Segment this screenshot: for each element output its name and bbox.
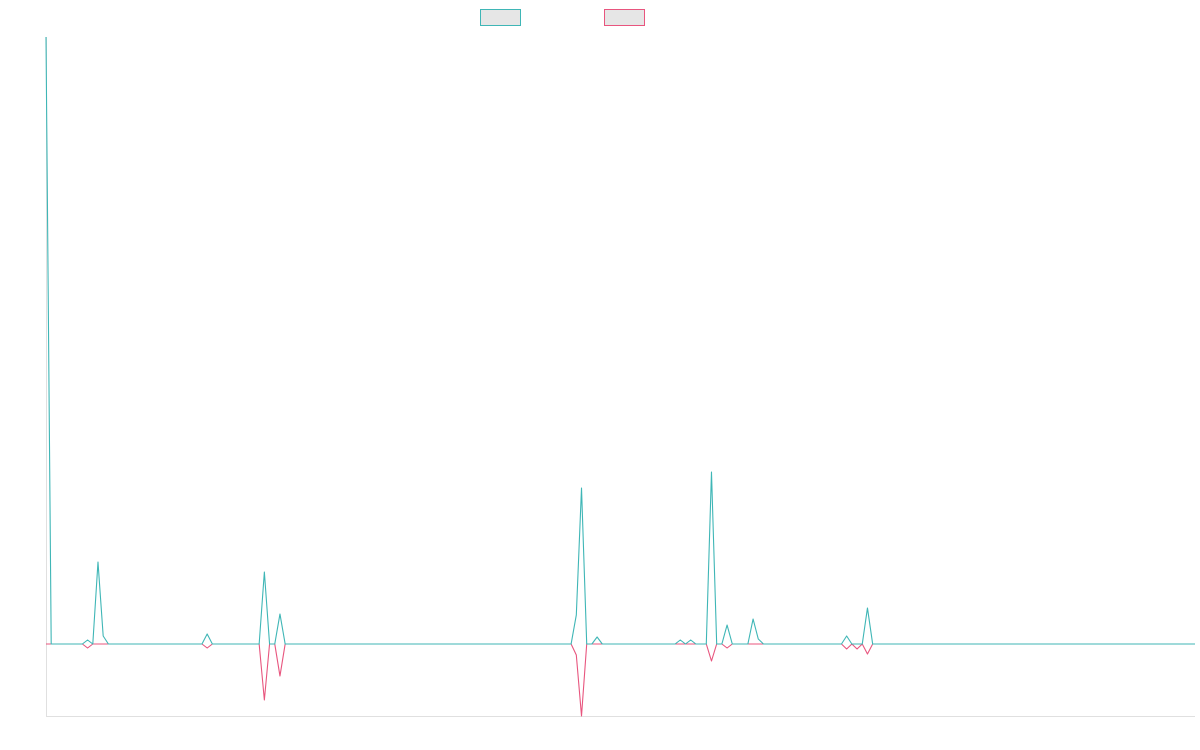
legend-swatch [604,9,645,26]
legend-swatch [480,9,521,26]
series-line [45,36,1195,645]
series-line [46,643,1195,717]
